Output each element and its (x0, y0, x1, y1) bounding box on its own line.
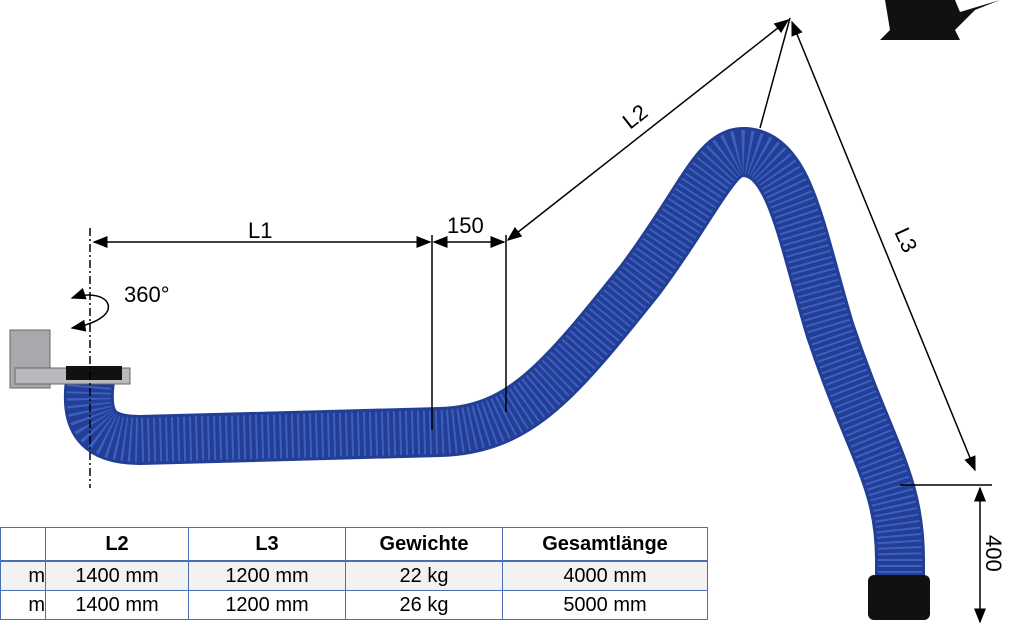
dim-l2 (506, 19, 790, 241)
header-cell: Gewichte (345, 527, 503, 562)
table-cell: 22 kg (345, 560, 503, 591)
flange (66, 366, 122, 380)
table-cell: 1200 mm (188, 560, 346, 591)
hood (880, 0, 1000, 40)
label-l3: L3 (889, 224, 922, 257)
table-cell: 1400 mm (45, 560, 189, 591)
label-150: 150 (447, 213, 484, 238)
dim-l3 (791, 20, 976, 472)
table-cell: 1200 mm (188, 590, 346, 620)
header-cell: L2 (45, 527, 189, 562)
table-cell: 5000 mm (502, 590, 708, 620)
label-400: 400 (981, 535, 1006, 572)
table-cell: m (0, 560, 46, 591)
spec-table: L2 L3 Gewichte Gesamtlänge m 1400 mm 1200 … (0, 527, 708, 620)
table-cell: 4000 mm (502, 560, 708, 591)
label-l2: L2 (618, 99, 653, 134)
label-rotation: 360° (124, 282, 170, 307)
table-body: m 1400 mm 1200 mm 22 kg 4000 mm m 1400 mm 1200 … (0, 560, 708, 620)
table-cell: m (0, 590, 46, 620)
ext-line (759, 17, 791, 129)
header-row: L2 L3 Gewichte Gesamtlänge (0, 527, 708, 562)
table-row: m 1400 mm 1200 mm 22 kg 4000 mm (0, 560, 708, 591)
table-cell: 1400 mm (45, 590, 189, 620)
header-cell: L3 (188, 527, 346, 562)
table-cell: 26 kg (345, 590, 503, 620)
nozzle (868, 575, 930, 620)
header-cell: Gesamtlänge (502, 527, 708, 562)
table-row: m 1400 mm 1200 mm 26 kg 5000 mm (0, 590, 708, 620)
label-l1: L1 (248, 218, 272, 243)
header-cell (0, 527, 46, 562)
rotation-arrow (70, 287, 109, 332)
